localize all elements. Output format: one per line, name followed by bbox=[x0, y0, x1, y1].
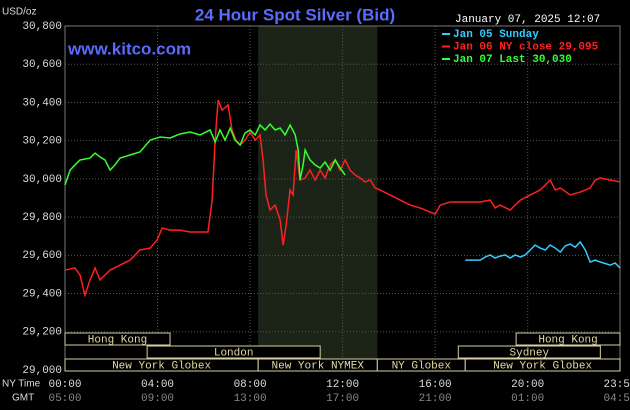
highlight-band bbox=[258, 26, 378, 370]
session-label: Sydney bbox=[510, 347, 550, 359]
site-label: www.kitco.com bbox=[67, 39, 191, 58]
gmt-tick-label: 05:00 bbox=[48, 393, 81, 405]
session-label: New York Globex bbox=[112, 360, 211, 372]
gmt-tick-label: 21:00 bbox=[419, 393, 452, 405]
y-tick-label: 30,200 bbox=[22, 136, 62, 148]
session-label: Hong Kong bbox=[538, 334, 597, 346]
gmt-tick-label: 17:00 bbox=[326, 393, 359, 405]
y-tick-label: 29,800 bbox=[22, 212, 62, 224]
y-tick-label: 30,000 bbox=[22, 174, 62, 186]
session-label: New York NYMEX bbox=[272, 360, 365, 372]
y-tick-label: 29,200 bbox=[22, 327, 62, 339]
gmt-tick-label: 09:00 bbox=[141, 393, 174, 405]
price-line bbox=[64, 122, 346, 186]
x-tick-label: 00:00 bbox=[48, 379, 81, 391]
session-bar bbox=[146, 345, 321, 359]
y-tick-label: 30,800 bbox=[22, 21, 62, 33]
price-line bbox=[64, 99, 621, 298]
session-bar bbox=[464, 358, 621, 372]
session-label: Hong Kong bbox=[88, 334, 147, 346]
y-tick-label: 29,400 bbox=[22, 288, 62, 300]
y-unit: USD/oz bbox=[2, 7, 36, 18]
session-label: New York Globex bbox=[493, 360, 592, 372]
gmt-label: GMT bbox=[12, 393, 34, 404]
date-stamp: January 07, 2025 12:07 bbox=[455, 14, 600, 26]
x-tick-label: 23:59 bbox=[603, 379, 630, 391]
x-tick-label: 04:00 bbox=[141, 379, 174, 391]
session-label: London bbox=[214, 347, 254, 359]
y-tick-label: 29,600 bbox=[22, 250, 62, 262]
session-bar bbox=[64, 332, 171, 346]
x-tick-label: 20:00 bbox=[511, 379, 544, 391]
x-tick-label: 16:00 bbox=[419, 379, 452, 391]
ny-time-label: NY Time bbox=[2, 379, 41, 390]
session-label: NY Globex bbox=[392, 360, 452, 372]
x-tick-label: 08:00 bbox=[234, 379, 267, 391]
gmt-tick-label: 01:00 bbox=[511, 393, 544, 405]
y-tick-label: 30,600 bbox=[22, 59, 62, 71]
legend-entry: Jan 05 Sunday bbox=[453, 29, 539, 41]
gmt-tick-label: 04:59 bbox=[603, 393, 630, 405]
y-tick-label: 30,400 bbox=[22, 97, 62, 109]
x-tick-label: 12:00 bbox=[326, 379, 359, 391]
legend-entry: Jan 07 Last 30,030 bbox=[453, 54, 572, 66]
chart-title: 24 Hour Spot Silver (Bid) bbox=[195, 5, 395, 24]
session-bar bbox=[515, 332, 621, 346]
gmt-tick-label: 13:00 bbox=[234, 393, 267, 405]
legend-entry: Jan 06 NY close 29,095 bbox=[453, 41, 599, 53]
price-line bbox=[465, 240, 621, 269]
session-bar bbox=[457, 345, 601, 359]
y-tick-label: 29,000 bbox=[22, 365, 62, 377]
